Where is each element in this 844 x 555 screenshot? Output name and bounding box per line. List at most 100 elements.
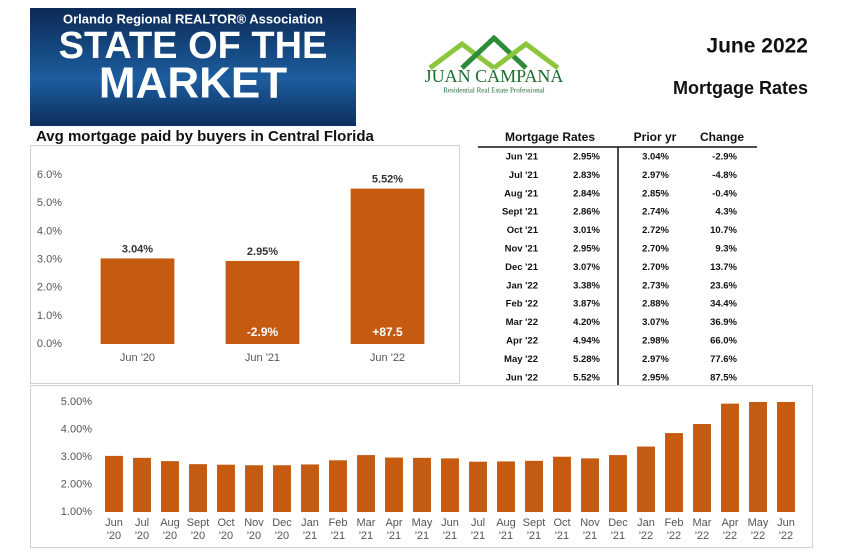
table-cell: 4.20% — [573, 317, 600, 328]
x-tick-label: '21 — [583, 530, 597, 542]
x-tick-label: '22 — [779, 530, 793, 542]
x-tick-label: '21 — [387, 530, 401, 542]
x-tick-label: Sept — [523, 517, 546, 529]
y-tick-label: 5.0% — [37, 197, 62, 209]
bar — [665, 433, 683, 512]
bar — [749, 402, 767, 512]
table-cell: 2.84% — [573, 188, 600, 199]
x-tick-label: '20 — [163, 530, 177, 542]
x-tick-label: '22 — [695, 530, 709, 542]
table-cell: 4.94% — [573, 336, 600, 347]
table-cell: 5.28% — [573, 354, 600, 365]
y-tick-label: 4.00% — [61, 423, 92, 435]
x-tick-label: Jul — [135, 517, 149, 529]
table-cell: 2.83% — [573, 170, 600, 181]
bar — [105, 455, 123, 512]
x-tick-label: Jun '20 — [120, 352, 155, 364]
x-tick-label: Dec — [272, 517, 292, 529]
x-tick-label: Jan — [301, 517, 319, 529]
x-tick-label: Feb — [329, 517, 348, 529]
x-tick-label: Jun — [441, 517, 459, 529]
table-cell: 2.97% — [642, 354, 669, 365]
table-cell: 2.85% — [642, 188, 669, 199]
value-label: 2.95% — [247, 246, 278, 258]
date: June 2022 — [706, 35, 808, 58]
x-tick-label: Mar — [693, 517, 712, 529]
table-cell: 2.95% — [573, 244, 600, 255]
x-tick-label: '21 — [331, 530, 345, 542]
chart-panel — [30, 385, 813, 548]
banner-top: Orlando Regional REALTOR® Association — [63, 11, 323, 26]
y-tick-label: 5.00% — [61, 396, 92, 408]
table-cell: 23.6% — [710, 280, 737, 291]
bar — [553, 456, 571, 512]
y-tick-label: 1.0% — [37, 310, 62, 322]
table-cell: 2.86% — [573, 207, 600, 218]
banner-line1: STATE OF THE — [59, 25, 328, 67]
x-tick-label: '21 — [471, 530, 485, 542]
x-tick-label: Nov — [244, 517, 264, 529]
bar — [609, 455, 627, 512]
x-tick-label: '21 — [611, 530, 625, 542]
table-cell: 34.4% — [710, 299, 737, 310]
x-tick-label: Jun '21 — [245, 352, 280, 364]
x-tick-label: May — [748, 517, 769, 529]
x-tick-label: '20 — [135, 530, 149, 542]
annotation: +87.5 — [372, 325, 403, 339]
table-cell: 3.38% — [573, 280, 600, 291]
x-tick-label: Jun — [777, 517, 795, 529]
table-cell: -0.4% — [712, 188, 737, 199]
table-cell: 3.01% — [573, 225, 600, 236]
bar — [385, 457, 403, 512]
table-cell: Jan '22 — [506, 280, 538, 291]
logo-roof — [428, 34, 560, 70]
table-cell: -2.9% — [712, 152, 737, 163]
bar — [133, 457, 151, 512]
table-cell: Dec '21 — [505, 262, 539, 273]
bar — [273, 465, 291, 512]
chart-title: Avg mortgage paid by buyers in Central F… — [36, 128, 374, 145]
x-tick-label: Dec — [608, 517, 628, 529]
x-tick-label: '22 — [723, 530, 737, 542]
annotation: -2.9% — [247, 325, 279, 339]
x-tick-label: Mar — [357, 517, 376, 529]
bar — [497, 461, 515, 512]
bar — [189, 464, 207, 512]
x-tick-label: Aug — [496, 517, 516, 529]
x-tick-label: Jan — [637, 517, 655, 529]
x-tick-label: '21 — [499, 530, 513, 542]
table-cell: 2.72% — [642, 225, 669, 236]
table-cell: 2.95% — [642, 372, 669, 383]
table-cell: 3.07% — [573, 262, 600, 273]
x-tick-label: Jun — [105, 517, 123, 529]
bar — [777, 402, 795, 512]
value-label: 3.04% — [122, 243, 153, 255]
y-tick-label: 4.0% — [37, 225, 62, 237]
x-tick-label: '21 — [303, 530, 317, 542]
table-cell: Jun '21 — [506, 152, 539, 163]
y-tick-label: 3.0% — [37, 253, 62, 265]
bar — [721, 403, 739, 512]
table-cell: 13.7% — [710, 262, 737, 273]
table-cell: 4.3% — [715, 207, 737, 218]
bar — [245, 465, 263, 512]
x-tick-label: Apr — [385, 517, 402, 529]
bar — [350, 188, 425, 344]
bar — [161, 461, 179, 512]
table-cell: 2.73% — [642, 280, 669, 291]
x-tick-label: Jun '22 — [370, 352, 405, 364]
table-cell: 2.95% — [573, 152, 600, 163]
x-tick-label: Oct — [553, 517, 570, 529]
table-cell: May '22 — [504, 354, 538, 365]
table-cell: 2.97% — [642, 170, 669, 181]
x-tick-label: '20 — [191, 530, 205, 542]
bar — [413, 457, 431, 512]
table-cell: 5.52% — [573, 372, 600, 383]
table-cell: 2.70% — [642, 262, 669, 273]
x-tick-label: Feb — [665, 517, 684, 529]
topic: Mortgage Rates — [673, 78, 808, 98]
table-cell: Nov '21 — [505, 244, 539, 255]
table-cell: 2.88% — [642, 299, 669, 310]
bar — [225, 260, 300, 344]
